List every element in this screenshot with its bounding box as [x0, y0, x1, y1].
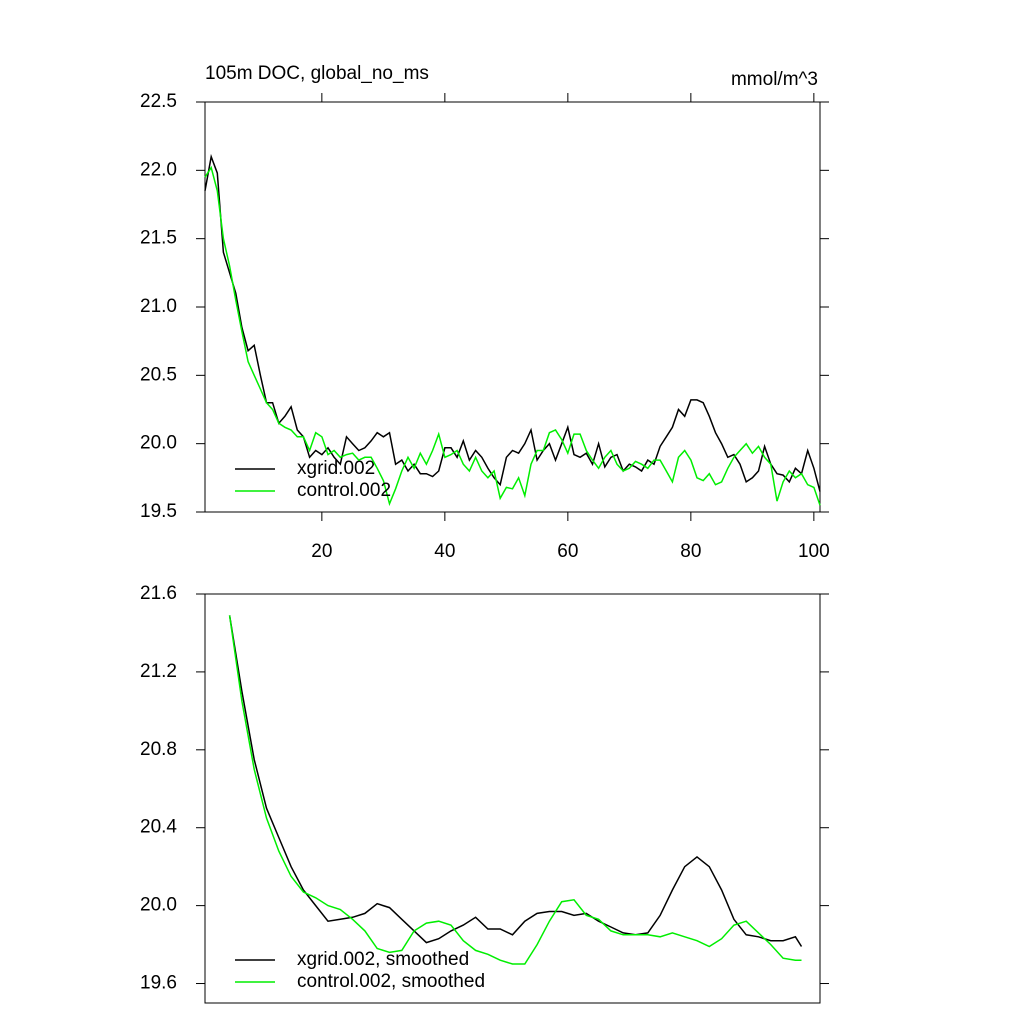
y-tick-label: 19.6: [140, 973, 177, 994]
x-tick-label: 80: [680, 541, 701, 562]
y-tick-label: 20.0: [140, 895, 177, 916]
y-tick-label: 20.5: [140, 364, 177, 385]
x-tick-label: 40: [434, 541, 455, 562]
x-tick-label: 60: [557, 541, 578, 562]
y-tick-label: 20.4: [140, 817, 177, 838]
y-tick-label: 19.5: [140, 501, 177, 522]
plot-frame: [204, 593, 821, 1004]
y-tick-label: 21.5: [140, 228, 177, 249]
legend-label: xgrid.002, smoothed: [297, 949, 469, 970]
legend-label: xgrid.002: [297, 458, 375, 479]
legend-label: control.002, smoothed: [297, 971, 485, 992]
x-tick-label: 20: [311, 541, 332, 562]
y-tick-label: 20.8: [140, 739, 177, 760]
y-tick-label: 21.0: [140, 296, 177, 317]
x-tick-label: 100: [798, 541, 830, 562]
units-label: mmol/m^3: [731, 69, 818, 90]
y-tick-label: 20.0: [140, 433, 177, 454]
y-tick-label: 21.2: [140, 661, 177, 682]
legend-label: control.002: [297, 480, 391, 501]
series-line: [228, 615, 802, 965]
series-line: [228, 615, 803, 947]
chart-title: 105m DOC, global_no_ms: [205, 63, 429, 84]
series-line: [204, 153, 821, 492]
series-line: [204, 165, 821, 507]
y-tick-label: 22.5: [140, 91, 177, 112]
y-tick-label: 21.6: [140, 583, 177, 604]
y-tick-label: 22.0: [140, 159, 177, 180]
